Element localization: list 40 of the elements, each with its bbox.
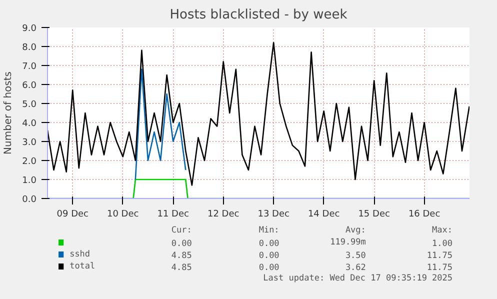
text: Last update: Wed Dec 17 09:35:19 2025 <box>263 274 453 284</box>
text: 0.00 <box>258 239 280 249</box>
text: 119.99m <box>330 238 366 248</box>
y-tick-label: 7.0 <box>22 62 37 72</box>
y-tick-label: 6.0 <box>22 81 37 91</box>
x-tick-label: 13 Dec <box>258 210 290 220</box>
y-tick-label: 9.0 <box>22 24 37 34</box>
x-tick-label: 12 Dec <box>207 210 240 220</box>
text: 4.85 <box>171 263 192 273</box>
legend-label: sshd <box>70 250 90 260</box>
y-tick-label: 3.0 <box>22 138 37 148</box>
x-tick-label: 10 Dec <box>107 210 139 220</box>
y-tick-label: 0.0 <box>22 195 37 205</box>
line-series <box>134 68 186 180</box>
y-tick-label: 8.0 <box>22 43 37 53</box>
text: 3.50 <box>345 251 366 261</box>
y-axis-title: Number of hosts <box>3 72 14 154</box>
text: 1.00 <box>432 239 453 249</box>
x-tick-label: 16 Dec <box>408 210 440 220</box>
x-tick-label: 14 Dec <box>308 210 340 220</box>
text: Min: <box>258 226 280 236</box>
text: 3.62 <box>345 263 366 273</box>
chart-title: Hosts blacklisted - by week <box>170 8 348 22</box>
text: 4.85 <box>171 251 192 261</box>
x-tick-label: 15 Dec <box>358 210 390 220</box>
text: 11.75 <box>426 263 453 273</box>
y-tick-label: 5.0 <box>22 100 37 110</box>
x-tick-label: 09 Dec <box>56 210 89 220</box>
text: Max: <box>432 226 453 236</box>
text: Cur: <box>171 226 192 236</box>
text: Avg: <box>345 226 366 236</box>
text: 0.00 <box>258 251 280 261</box>
text: 0.00 <box>258 263 280 273</box>
text: 0.00 <box>171 239 192 249</box>
y-tick-label: 2.0 <box>22 157 37 167</box>
text: 11.75 <box>426 251 453 261</box>
legend-label: total <box>70 262 96 272</box>
y-tick-label: 4.0 <box>22 119 37 129</box>
y-tick-label: 1.0 <box>22 176 37 186</box>
x-tick-label: 11 Dec <box>157 210 190 220</box>
